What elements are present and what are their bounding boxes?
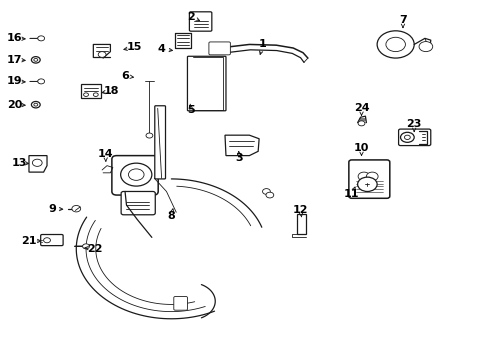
Polygon shape xyxy=(29,156,47,172)
Text: 20: 20 xyxy=(7,100,22,110)
FancyBboxPatch shape xyxy=(348,160,389,198)
Circle shape xyxy=(376,31,413,58)
Circle shape xyxy=(265,192,273,198)
Bar xyxy=(81,84,101,98)
Text: 17: 17 xyxy=(6,55,22,65)
FancyBboxPatch shape xyxy=(187,56,225,111)
Text: 15: 15 xyxy=(127,42,142,52)
FancyBboxPatch shape xyxy=(208,42,230,55)
Text: 22: 22 xyxy=(87,244,102,254)
Text: 7: 7 xyxy=(398,15,406,26)
Circle shape xyxy=(121,163,152,186)
Circle shape xyxy=(34,58,38,61)
Circle shape xyxy=(43,238,50,243)
Text: 9: 9 xyxy=(48,204,56,214)
FancyBboxPatch shape xyxy=(121,192,155,215)
Circle shape xyxy=(128,169,144,180)
Text: 1: 1 xyxy=(259,40,266,49)
Text: 13: 13 xyxy=(12,158,27,168)
Circle shape xyxy=(93,93,98,96)
Text: 4: 4 xyxy=(157,44,165,54)
Text: 2: 2 xyxy=(186,12,194,22)
Text: 11: 11 xyxy=(344,189,359,199)
Circle shape xyxy=(357,121,364,126)
Text: 5: 5 xyxy=(187,105,194,115)
Circle shape xyxy=(385,37,405,51)
FancyBboxPatch shape xyxy=(189,12,211,31)
Text: 3: 3 xyxy=(235,153,243,163)
Text: 23: 23 xyxy=(406,120,421,129)
Text: 19: 19 xyxy=(6,76,22,86)
Circle shape xyxy=(404,135,409,139)
Circle shape xyxy=(72,206,81,212)
Circle shape xyxy=(31,102,40,108)
Bar xyxy=(297,214,305,234)
Text: 14: 14 xyxy=(98,149,113,159)
Circle shape xyxy=(31,57,40,63)
Text: 21: 21 xyxy=(21,236,37,246)
Circle shape xyxy=(98,51,106,57)
FancyBboxPatch shape xyxy=(155,106,165,179)
FancyBboxPatch shape xyxy=(41,234,63,246)
Polygon shape xyxy=(224,135,259,156)
Circle shape xyxy=(82,244,89,249)
FancyBboxPatch shape xyxy=(112,156,158,195)
Circle shape xyxy=(400,132,413,142)
Text: 10: 10 xyxy=(353,143,368,153)
Circle shape xyxy=(357,177,376,192)
Circle shape xyxy=(38,36,44,41)
Circle shape xyxy=(34,103,38,106)
FancyBboxPatch shape xyxy=(398,129,430,145)
Text: 16: 16 xyxy=(6,33,22,43)
FancyBboxPatch shape xyxy=(173,297,187,310)
Text: 24: 24 xyxy=(353,103,368,113)
Circle shape xyxy=(366,172,377,181)
Text: 12: 12 xyxy=(292,206,308,216)
Circle shape xyxy=(262,189,270,194)
Circle shape xyxy=(83,93,88,96)
Text: 8: 8 xyxy=(167,211,175,221)
Circle shape xyxy=(418,41,432,51)
Circle shape xyxy=(38,79,44,84)
Circle shape xyxy=(146,133,153,138)
Text: 18: 18 xyxy=(104,86,120,96)
Circle shape xyxy=(32,159,42,166)
Circle shape xyxy=(357,172,369,181)
Text: 6: 6 xyxy=(121,71,129,81)
